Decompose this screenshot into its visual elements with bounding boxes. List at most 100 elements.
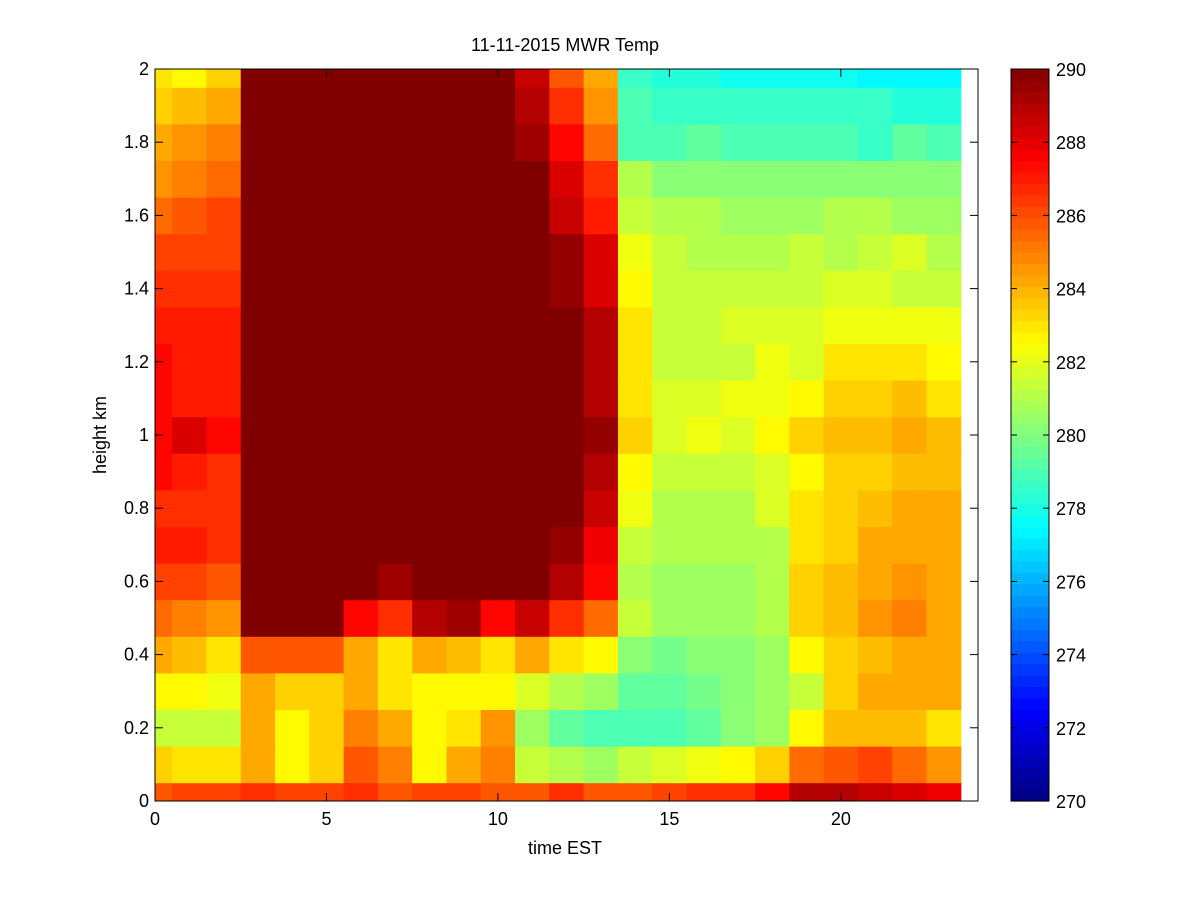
heatmap-cell bbox=[480, 380, 516, 418]
colorbar-tick-label: 286 bbox=[1056, 206, 1086, 226]
heatmap-cell bbox=[412, 380, 447, 418]
heatmap-cell bbox=[206, 270, 242, 308]
y-tick-label: 0 bbox=[139, 791, 149, 811]
heatmap-cell bbox=[652, 123, 688, 161]
colorbar-segment bbox=[1011, 149, 1049, 162]
heatmap-cell bbox=[755, 380, 790, 418]
heatmap-cell bbox=[892, 709, 928, 747]
heatmap-cell bbox=[686, 69, 722, 88]
colorbar-segment bbox=[1011, 217, 1049, 230]
heatmap-cell bbox=[892, 563, 928, 601]
heatmap-cell bbox=[446, 672, 482, 710]
heatmap-cell bbox=[823, 233, 859, 271]
colorbar-segment bbox=[1011, 240, 1049, 253]
heatmap-cell bbox=[583, 343, 619, 381]
heatmap-cell bbox=[617, 489, 653, 527]
heatmap-cell bbox=[515, 270, 550, 308]
y-tick-label: 1.6 bbox=[124, 205, 149, 225]
heatmap-cell bbox=[377, 599, 413, 637]
heatmap-cell bbox=[275, 453, 310, 491]
heatmap-cell bbox=[275, 489, 310, 527]
heatmap-cell bbox=[275, 380, 310, 418]
colorbar-segment bbox=[1011, 606, 1049, 619]
heatmap-cell bbox=[309, 489, 345, 527]
heatmap-cell bbox=[617, 563, 653, 601]
heatmap-cell bbox=[686, 380, 722, 418]
heatmap-cell bbox=[926, 746, 962, 784]
heatmap-cell bbox=[617, 306, 653, 344]
heatmap-cell bbox=[857, 306, 893, 344]
y-tick-label: 2 bbox=[139, 59, 149, 79]
colorbar-tick-label: 288 bbox=[1056, 133, 1086, 153]
y-tick-label: 1 bbox=[139, 425, 149, 445]
heatmap-cell bbox=[823, 746, 859, 784]
heatmap-cell bbox=[206, 453, 242, 491]
heatmap-cell bbox=[206, 599, 242, 637]
heatmap-cell bbox=[309, 709, 345, 747]
heatmap-cell bbox=[617, 416, 653, 454]
heatmap-cell bbox=[755, 69, 790, 88]
heatmap-cell bbox=[155, 197, 173, 235]
heatmap-cell bbox=[549, 782, 585, 802]
heatmap-cell bbox=[857, 453, 893, 491]
heatmap-cell bbox=[926, 416, 962, 454]
heatmap-cell bbox=[480, 782, 516, 802]
heatmap-cell bbox=[412, 87, 447, 125]
heatmap-cell bbox=[720, 636, 756, 674]
heatmap-cell bbox=[686, 87, 722, 125]
heatmap-cell bbox=[926, 453, 962, 491]
heatmap-cell bbox=[343, 123, 379, 161]
heatmap-cell bbox=[789, 306, 825, 344]
heatmap-cell bbox=[686, 526, 722, 564]
heatmap-cell bbox=[275, 233, 310, 271]
heatmap-cell bbox=[446, 343, 482, 381]
heatmap-cell bbox=[755, 672, 790, 710]
heatmap-cell bbox=[309, 160, 345, 198]
colorbar-segment bbox=[1011, 171, 1049, 184]
heatmap-cell bbox=[275, 270, 310, 308]
heatmap-cell bbox=[343, 636, 379, 674]
heatmap-cell bbox=[720, 123, 756, 161]
heatmap-cell bbox=[823, 636, 859, 674]
colorbar-segment bbox=[1011, 309, 1049, 322]
heatmap-cell bbox=[309, 87, 345, 125]
heatmap-cell bbox=[412, 123, 447, 161]
heatmap-cell bbox=[515, 416, 550, 454]
colorbar-segment bbox=[1011, 549, 1049, 562]
heatmap-cell bbox=[789, 87, 825, 125]
heatmap-cell bbox=[206, 672, 242, 710]
heatmap-cell bbox=[240, 563, 276, 601]
heatmap-cell bbox=[857, 270, 893, 308]
heatmap-cell bbox=[377, 709, 413, 747]
colorbar-tick-label: 276 bbox=[1056, 572, 1086, 592]
heatmap-cell bbox=[515, 123, 550, 161]
heatmap-cell bbox=[720, 380, 756, 418]
heatmap-cell bbox=[377, 636, 413, 674]
heatmap-cell bbox=[720, 489, 756, 527]
heatmap-cell bbox=[583, 416, 619, 454]
heatmap-cell bbox=[549, 233, 585, 271]
heatmap-cell bbox=[823, 453, 859, 491]
heatmap-cell bbox=[755, 306, 790, 344]
heatmap-cell bbox=[172, 526, 207, 564]
y-tick-label: 0.6 bbox=[124, 571, 149, 591]
heatmap-cell bbox=[789, 343, 825, 381]
heatmap-cell bbox=[617, 87, 653, 125]
heatmap-cell bbox=[892, 599, 928, 637]
heatmap-cell bbox=[583, 489, 619, 527]
heatmap-cell bbox=[412, 453, 447, 491]
heatmap-cell bbox=[857, 746, 893, 784]
heatmap-cell bbox=[412, 69, 447, 88]
heatmap-cell bbox=[583, 306, 619, 344]
colorbar-segment bbox=[1011, 480, 1049, 493]
colorbar-segment bbox=[1011, 263, 1049, 276]
heatmap-cell bbox=[172, 746, 207, 784]
heatmap-cell bbox=[206, 160, 242, 198]
heatmap-cell bbox=[549, 123, 585, 161]
heatmap-cell bbox=[377, 87, 413, 125]
heatmap-cell bbox=[343, 746, 379, 784]
heatmap-cell bbox=[720, 197, 756, 235]
heatmap-cell bbox=[446, 526, 482, 564]
heatmap-cell bbox=[206, 636, 242, 674]
heatmap-cell bbox=[549, 197, 585, 235]
